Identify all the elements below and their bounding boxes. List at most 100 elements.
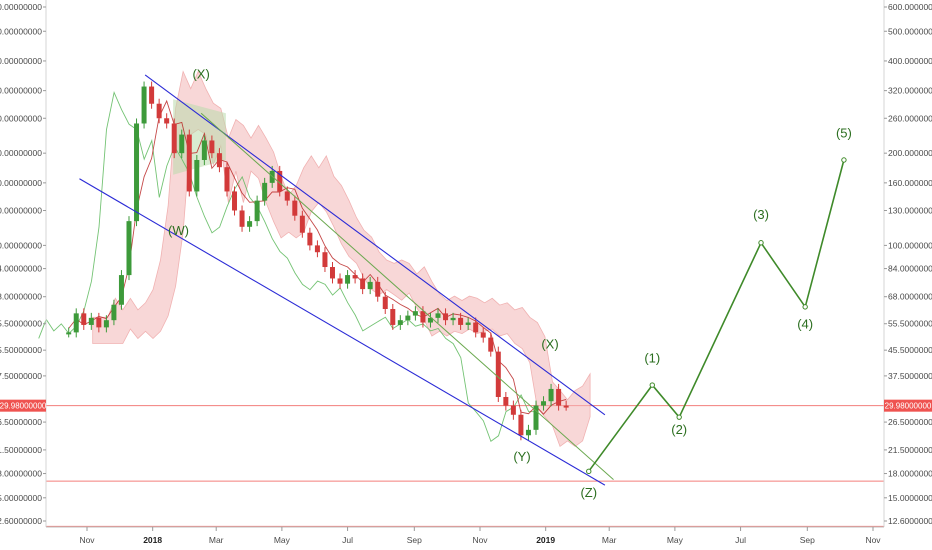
candle-body	[186, 134, 192, 192]
y-tick-label-left: 160.00000000	[0, 178, 42, 188]
x-tick-label: Mar	[602, 535, 617, 545]
indicator-lines	[38, 91, 567, 443]
candle-body	[367, 281, 373, 290]
cloud-area	[92, 70, 591, 448]
x-tick-label: 2019	[536, 535, 555, 545]
candle-body	[201, 140, 207, 160]
candle-body	[292, 200, 298, 216]
candle-body	[563, 405, 569, 408]
wave-point	[649, 382, 655, 388]
y-tick-label-right: 260.00000000	[888, 113, 932, 123]
wave-point	[586, 468, 592, 475]
y-tick-label-right: 400.00000000	[888, 56, 932, 66]
price-badge-left-text: 29.98000000	[0, 402, 47, 411]
candle-body	[88, 317, 94, 325]
candle-body	[480, 332, 486, 338]
candle-body	[345, 275, 351, 284]
candle-body	[171, 123, 177, 154]
x-tick-label: 2018	[143, 535, 162, 545]
price-badge-right	[884, 399, 932, 412]
candle-body	[164, 118, 170, 124]
wave-label: (X)	[192, 67, 209, 82]
price-badge-right-text: 29.98000000	[885, 402, 932, 411]
candle-body	[548, 388, 554, 402]
candle-body	[307, 232, 313, 246]
y-tick-label-left: 15.00000000	[0, 493, 42, 503]
candle-body	[518, 414, 524, 436]
wave-projection-path	[588, 159, 845, 472]
y-tick-label-right: 600.00000000	[888, 2, 932, 12]
candle-body	[556, 388, 562, 406]
y-tick-label-left: 320.00000000	[0, 86, 42, 96]
y-tick-label-right: 84.00000000	[888, 264, 932, 274]
y-tick-label-left: 200.00000000	[0, 148, 42, 158]
wave-label: (Y)	[513, 449, 530, 464]
candle-body	[465, 322, 471, 325]
wave-point	[758, 240, 764, 246]
candle-body	[503, 396, 509, 406]
wave-label: (5)	[836, 125, 852, 140]
y-tick-label-left: 12.60000000	[0, 516, 42, 526]
wave-point	[802, 304, 808, 310]
x-tick-label: Jul	[342, 535, 353, 545]
candle-body	[337, 278, 343, 284]
candle-body	[405, 315, 411, 321]
y-tick-label-right: 68.00000000	[888, 292, 932, 302]
candle-body	[533, 405, 539, 430]
wave-label: (Z)	[580, 485, 597, 500]
candle-body	[247, 221, 253, 227]
candle-body	[458, 317, 464, 325]
y-tick-label-right: 21.50000000	[888, 445, 932, 455]
candle-body	[111, 304, 117, 321]
x-tick-label: Sep	[407, 535, 422, 545]
candle-body	[375, 281, 381, 297]
price-series	[66, 81, 569, 441]
x-tick-label: Nov	[472, 535, 488, 545]
lagging-span-line	[38, 91, 537, 443]
candle-body	[224, 167, 230, 192]
y-tick-label-left: 130.00000000	[0, 205, 42, 215]
candle-body	[96, 317, 102, 328]
candle-body	[420, 311, 426, 323]
y-tick-label-left: 26.50000000	[0, 417, 42, 427]
y-tick-label-left: 600.00000000	[0, 2, 42, 12]
candle-body	[232, 191, 238, 211]
candle-body	[525, 429, 531, 436]
y-tick-label-right: 55.50000000	[888, 319, 932, 329]
candle-body	[541, 401, 547, 406]
candle-body	[134, 123, 140, 222]
y-tick-label-left: 260.00000000	[0, 113, 42, 123]
candle-body	[390, 308, 396, 325]
y-tick-label-left: 400.00000000	[0, 56, 42, 66]
y-tick-label-left: 500.00000000	[0, 26, 42, 36]
y-tick-label-left: 18.00000000	[0, 469, 42, 479]
channel-lower-line	[79, 178, 606, 486]
elliott-waves: (X) (W) (X) (Y) (Z) (1) (2) (3) (4) (5)	[168, 67, 852, 500]
y-tick-label-right: 320.00000000	[888, 86, 932, 96]
wave-point	[841, 157, 847, 163]
candle-body	[156, 103, 162, 119]
candle-body	[352, 275, 358, 279]
y-tick-label-right: 26.50000000	[888, 417, 932, 427]
candle-body	[495, 351, 501, 397]
candle-body	[118, 275, 124, 305]
y-tick-label-right: 45.50000000	[888, 345, 932, 355]
y-tick-label-right: 200.00000000	[888, 148, 932, 158]
candle-body	[179, 134, 185, 154]
ichimoku-cloud	[92, 70, 591, 448]
x-tick-label: Nov	[79, 535, 95, 545]
x-tick-label: May	[667, 535, 684, 545]
wave-label: (3)	[753, 207, 769, 222]
candle-body	[149, 86, 155, 104]
grid	[46, 405, 884, 527]
candle-body	[254, 200, 260, 222]
trend-channel	[79, 74, 614, 486]
candle-body	[435, 313, 441, 318]
wave-label: (4)	[797, 317, 813, 332]
candle-body	[284, 191, 290, 201]
base-line	[68, 99, 567, 415]
candle-body	[239, 210, 245, 227]
